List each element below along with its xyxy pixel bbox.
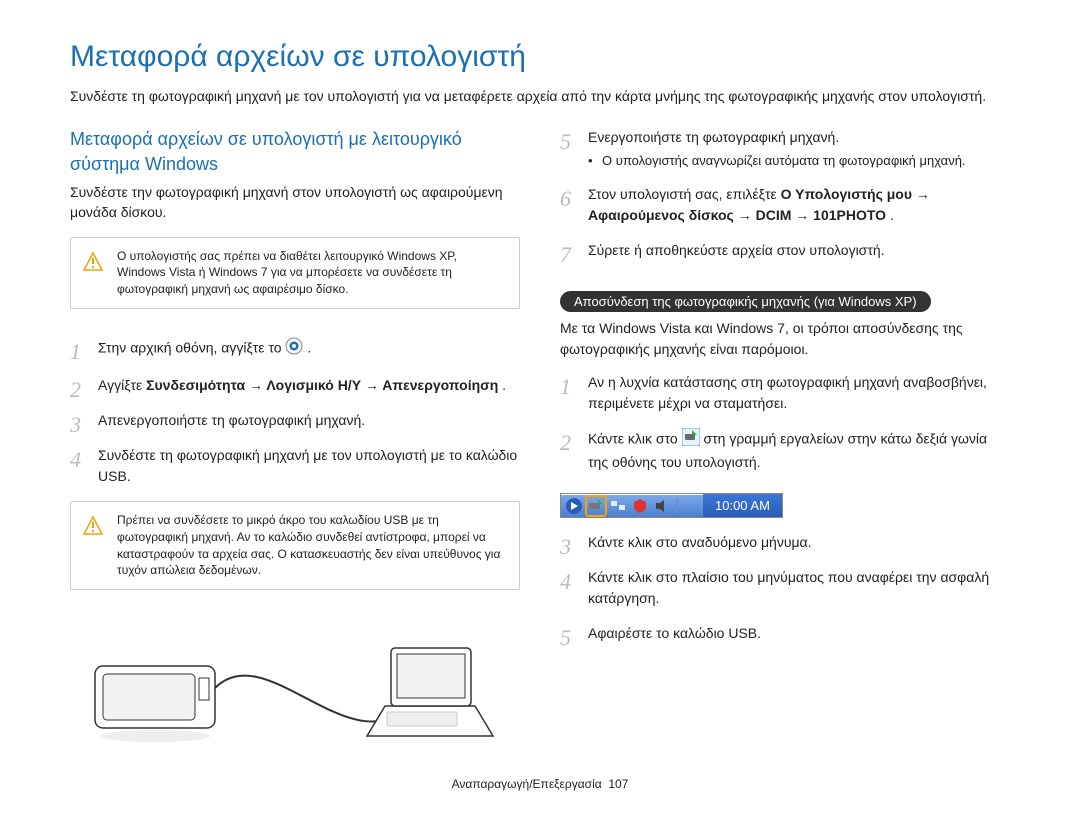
disconnect-heading-pill: Αποσύνδεση της φωτογραφικής μηχανής (για…: [560, 291, 931, 312]
step-1: Στην αρχική οθόνη, αγγίξτε το .: [70, 337, 520, 375]
tray-safely-remove-icon: [587, 497, 605, 515]
steps-connect: Στην αρχική οθόνη, αγγίξτε το . Αγγίξτε …: [70, 337, 520, 501]
step-7: Σύρετε ή αποθηκεύστε αρχεία στον υπολογι…: [560, 240, 1010, 275]
steps-connect-cont: Ενεργοποιήστε τη φωτογραφική μηχανή. Ο υ…: [560, 127, 1010, 275]
step-3: Απενεργοποιήστε τη φωτογραφική μηχανή.: [70, 410, 520, 445]
warning-icon: [83, 252, 103, 277]
dstep-1: Αν η λυχνία κατάστασης στη φωτογραφική μ…: [560, 372, 1010, 428]
warning-os-text: Ο υπολογιστής σας πρέπει να διαθέτει λει…: [117, 249, 457, 297]
page-footer: Αναπαραγωγή/Επεξεργασία 107: [70, 777, 1010, 791]
section-subintro: Συνδέστε την φωτογραφική μηχανή στον υπο…: [70, 183, 520, 222]
section-heading-windows: Μεταφορά αρχείων σε υπολογιστή με λειτου…: [70, 127, 520, 177]
step-2: Αγγίξτε Συνδεσιμότητα → Λογισμικό Η/Υ → …: [70, 375, 520, 410]
left-column: Μεταφορά αρχείων σε υπολογιστή με λειτου…: [70, 127, 520, 753]
step-5: Ενεργοποιήστε τη φωτογραφική μηχανή. Ο υ…: [560, 127, 1010, 184]
dstep-5: Αφαιρέστε το καλώδιο USB.: [560, 623, 1010, 658]
page-title: Μεταφορά αρχείων σε υπολογιστή: [70, 40, 1010, 74]
tray-network-icon: [609, 497, 627, 515]
steps-disconnect-cont: Κάντε κλικ στο αναδυόμενο μήνυμα. Κάντε …: [560, 532, 1010, 658]
warning-icon: [83, 516, 103, 541]
footer-page-number: 107: [608, 777, 628, 791]
tray-divider-icon: [675, 497, 693, 515]
steps-disconnect: Αν η λυχνία κατάστασης στη φωτογραφική μ…: [560, 372, 1010, 487]
step-2-path: Συνδεσιμότητα → Λογισμικό Η/Υ → Απενεργο…: [146, 377, 498, 393]
tray-volume-icon: [653, 497, 671, 515]
disconnect-note: Με τα Windows Vista και Windows 7, οι τρ…: [560, 318, 1010, 360]
footer-section: Αναπαραγωγή/Επεξεργασία: [452, 777, 602, 791]
safely-remove-icon: [682, 428, 700, 452]
tray-expand-icon: [565, 497, 583, 515]
dstep-4: Κάντε κλικ στο πλαίσιο του μηνύματος που…: [560, 567, 1010, 623]
dstep-3: Κάντε κλικ στο αναδυόμενο μήνυμα.: [560, 532, 1010, 567]
dstep-2: Κάντε κλικ στο στη γραμμή εργαλείων στην…: [560, 428, 1010, 487]
step-5-note: Ο υπολογιστής αναγνωρίζει αυτόματα τη φω…: [588, 152, 1010, 170]
step-4: Συνδέστε τη φωτογραφική μηχανή με τον υπ…: [70, 445, 520, 501]
page-intro: Συνδέστε τη φωτογραφική μηχανή με τον υπ…: [70, 86, 1010, 107]
warning-usb-orientation: Πρέπει να συνδέσετε το μικρό άκρο του κα…: [70, 501, 520, 590]
step-6: Στον υπολογιστή σας, επιλέξτε Ο Υπολογισ…: [560, 184, 1010, 240]
camera-laptop-diagram: [70, 618, 520, 753]
gear-icon: [285, 337, 303, 361]
warning-usb-text: Πρέπει να συνδέσετε το μικρό άκρο του κα…: [117, 513, 500, 577]
taskbar-clock: 10:00 AM: [703, 494, 782, 517]
tray-shield-icon: [631, 497, 649, 515]
warning-os-required: Ο υπολογιστής σας πρέπει να διαθέτει λει…: [70, 237, 520, 309]
systray: [561, 495, 703, 517]
taskbar-screenshot: 10:00 AM: [560, 493, 783, 518]
right-column: Ενεργοποιήστε τη φωτογραφική μηχανή. Ο υ…: [560, 127, 1010, 753]
